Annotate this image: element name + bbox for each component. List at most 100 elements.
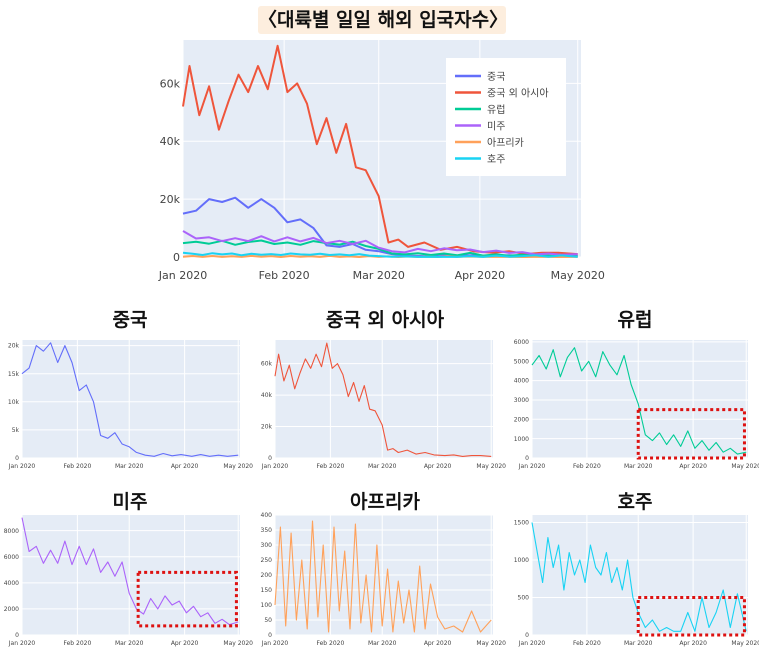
- legend-label-america: 미주: [487, 121, 505, 133]
- oceania-panel: Jan 2020 Feb 2020 Mar 2020 Apr 2020 May 2020…: [514, 515, 759, 647]
- europe-x-tick: Apr 2020: [679, 463, 707, 470]
- europe-line-europe: [531, 347, 747, 455]
- europe-x-tick: May 2020: [731, 463, 759, 470]
- oceania-x-tick: Jan 2020: [518, 640, 546, 647]
- china-y-tick: 20k: [8, 343, 20, 350]
- legend-label-oceania: 호주: [487, 154, 505, 166]
- china-x-tick: Apr 2020: [171, 463, 199, 470]
- africa-y-tick: 300: [261, 542, 273, 549]
- china-panel: Jan 2020 Feb 2020 Mar 2020 Apr 2020 May 2020…: [8, 340, 253, 470]
- china-x-tick: Feb 2020: [63, 463, 91, 470]
- main-x-tick: Apr 2020: [455, 269, 506, 282]
- oceania-y-tick: 1000: [514, 557, 529, 564]
- china-plot-area: [22, 340, 240, 458]
- asia-y-tick: 20k: [261, 424, 273, 431]
- main-x-tick: Feb 2020: [259, 269, 310, 282]
- asia-y-tick: 0: [268, 455, 272, 462]
- asia-x-tick: Feb 2020: [316, 463, 344, 470]
- europe-plot-area: [532, 340, 748, 458]
- oceania-y-tick: 1500: [514, 520, 529, 527]
- china-y-tick: 10k: [8, 399, 20, 406]
- main-x-tick: May 2020: [551, 269, 605, 282]
- europe-y-tick: 4000: [514, 378, 529, 385]
- asia-x-tick: Jan 2020: [261, 463, 289, 470]
- america-line-america: [21, 517, 239, 626]
- main-y-tick: 20k: [160, 193, 181, 206]
- america-y-tick: 2000: [4, 606, 19, 613]
- africa-y-tick: 150: [261, 587, 273, 594]
- china-y-tick: 0: [15, 455, 19, 462]
- africa-y-tick: 350: [261, 527, 273, 534]
- main-x-tick: Jan 2020: [158, 269, 207, 282]
- europe-y-tick: 5000: [514, 358, 529, 365]
- europe-panel: Jan 2020 Feb 2020 Mar 2020 Apr 2020 May 2020…: [514, 339, 759, 470]
- europe-x-tick: Mar 2020: [624, 463, 653, 470]
- main-x-tick: Mar 2020: [353, 269, 405, 282]
- oceania-x-tick: Feb 2020: [573, 640, 601, 647]
- main-line-oceania: [182, 251, 578, 258]
- oceania-plot-area: [532, 515, 748, 635]
- asia-x-tick: Apr 2020: [424, 463, 452, 470]
- legend-label-europe: 유럽: [487, 104, 505, 116]
- america-x-tick: Feb 2020: [63, 640, 91, 647]
- china-line-china: [21, 342, 239, 457]
- oceania-x-tick: Apr 2020: [679, 640, 707, 647]
- page-title: 〈대륙별 일일 해외 입국자수〉: [258, 9, 509, 31]
- africa-y-tick: 0: [268, 632, 272, 639]
- africa-x-tick: Mar 2020: [368, 640, 397, 647]
- europe-y-tick: 1000: [514, 436, 529, 443]
- america-x-tick: Apr 2020: [171, 640, 199, 647]
- africa-y-tick: 250: [261, 557, 273, 564]
- china-x-tick: May 2020: [223, 463, 253, 470]
- america-x-tick: Jan 2020: [8, 640, 36, 647]
- oceania-y-tick: 0: [525, 632, 529, 639]
- africa-line-africa: [274, 520, 492, 633]
- europe-y-tick: 3000: [514, 397, 529, 404]
- europe-y-tick: 2000: [514, 416, 529, 423]
- oceania-line-oceania: [531, 522, 747, 632]
- oceania-x-tick: May 2020: [731, 640, 759, 647]
- china-y-tick: 15k: [8, 371, 20, 378]
- main-y-tick: 40k: [160, 135, 181, 148]
- africa-x-tick: Jan 2020: [261, 640, 289, 647]
- title-highlight: [258, 6, 506, 34]
- main-line-america: [182, 230, 578, 256]
- america-panel: Jan 2020 Feb 2020 Mar 2020 Apr 2020 May 2020…: [4, 515, 253, 647]
- africa-y-tick: 400: [261, 512, 273, 519]
- america-y-tick: 0: [15, 632, 19, 639]
- asia-line-asia: [274, 342, 492, 457]
- africa-y-tick: 50: [264, 617, 272, 624]
- oceania-x-tick: Mar 2020: [624, 640, 653, 647]
- subtitle-africa: 아프리카: [350, 491, 420, 513]
- subtitle-america: 미주: [112, 491, 148, 513]
- oceania-y-tick: 500: [518, 595, 530, 602]
- europe-y-tick: 0: [525, 455, 529, 462]
- africa-panel: Jan 2020 Feb 2020 Mar 2020 Apr 2020 May 2020…: [261, 512, 507, 647]
- legend-box: [446, 58, 566, 176]
- europe-x-tick: Feb 2020: [573, 463, 601, 470]
- asia-x-tick: Mar 2020: [368, 463, 397, 470]
- europe-x-tick: Jan 2020: [518, 463, 546, 470]
- america-x-tick: Mar 2020: [115, 640, 144, 647]
- china-x-tick: Jan 2020: [8, 463, 36, 470]
- africa-x-tick: Feb 2020: [316, 640, 344, 647]
- america-y-tick: 4000: [4, 580, 19, 587]
- asia-panel: Jan 2020 Feb 2020 Mar 2020 Apr 2020 May 2020…: [261, 340, 506, 470]
- asia-y-tick: 40k: [261, 392, 273, 399]
- subtitle-china: 중국: [112, 309, 148, 331]
- europe-y-tick: 6000: [514, 339, 529, 346]
- america-x-tick: May 2020: [223, 640, 253, 647]
- africa-x-tick: Apr 2020: [424, 640, 452, 647]
- subtitle-oceania: 호주: [617, 491, 653, 513]
- america-plot-area: [22, 515, 240, 635]
- main-y-tick: 60k: [160, 77, 181, 90]
- subtitle-europe: 유럽: [617, 309, 653, 331]
- legend-label-asia: 중국 외 아시아: [487, 88, 549, 100]
- china-x-tick: Mar 2020: [115, 463, 144, 470]
- europe-highlight-box: [636, 408, 746, 460]
- legend-label-china: 중국: [487, 71, 505, 83]
- main-y-tick: 0: [173, 251, 180, 264]
- america-highlight-box: [136, 570, 238, 628]
